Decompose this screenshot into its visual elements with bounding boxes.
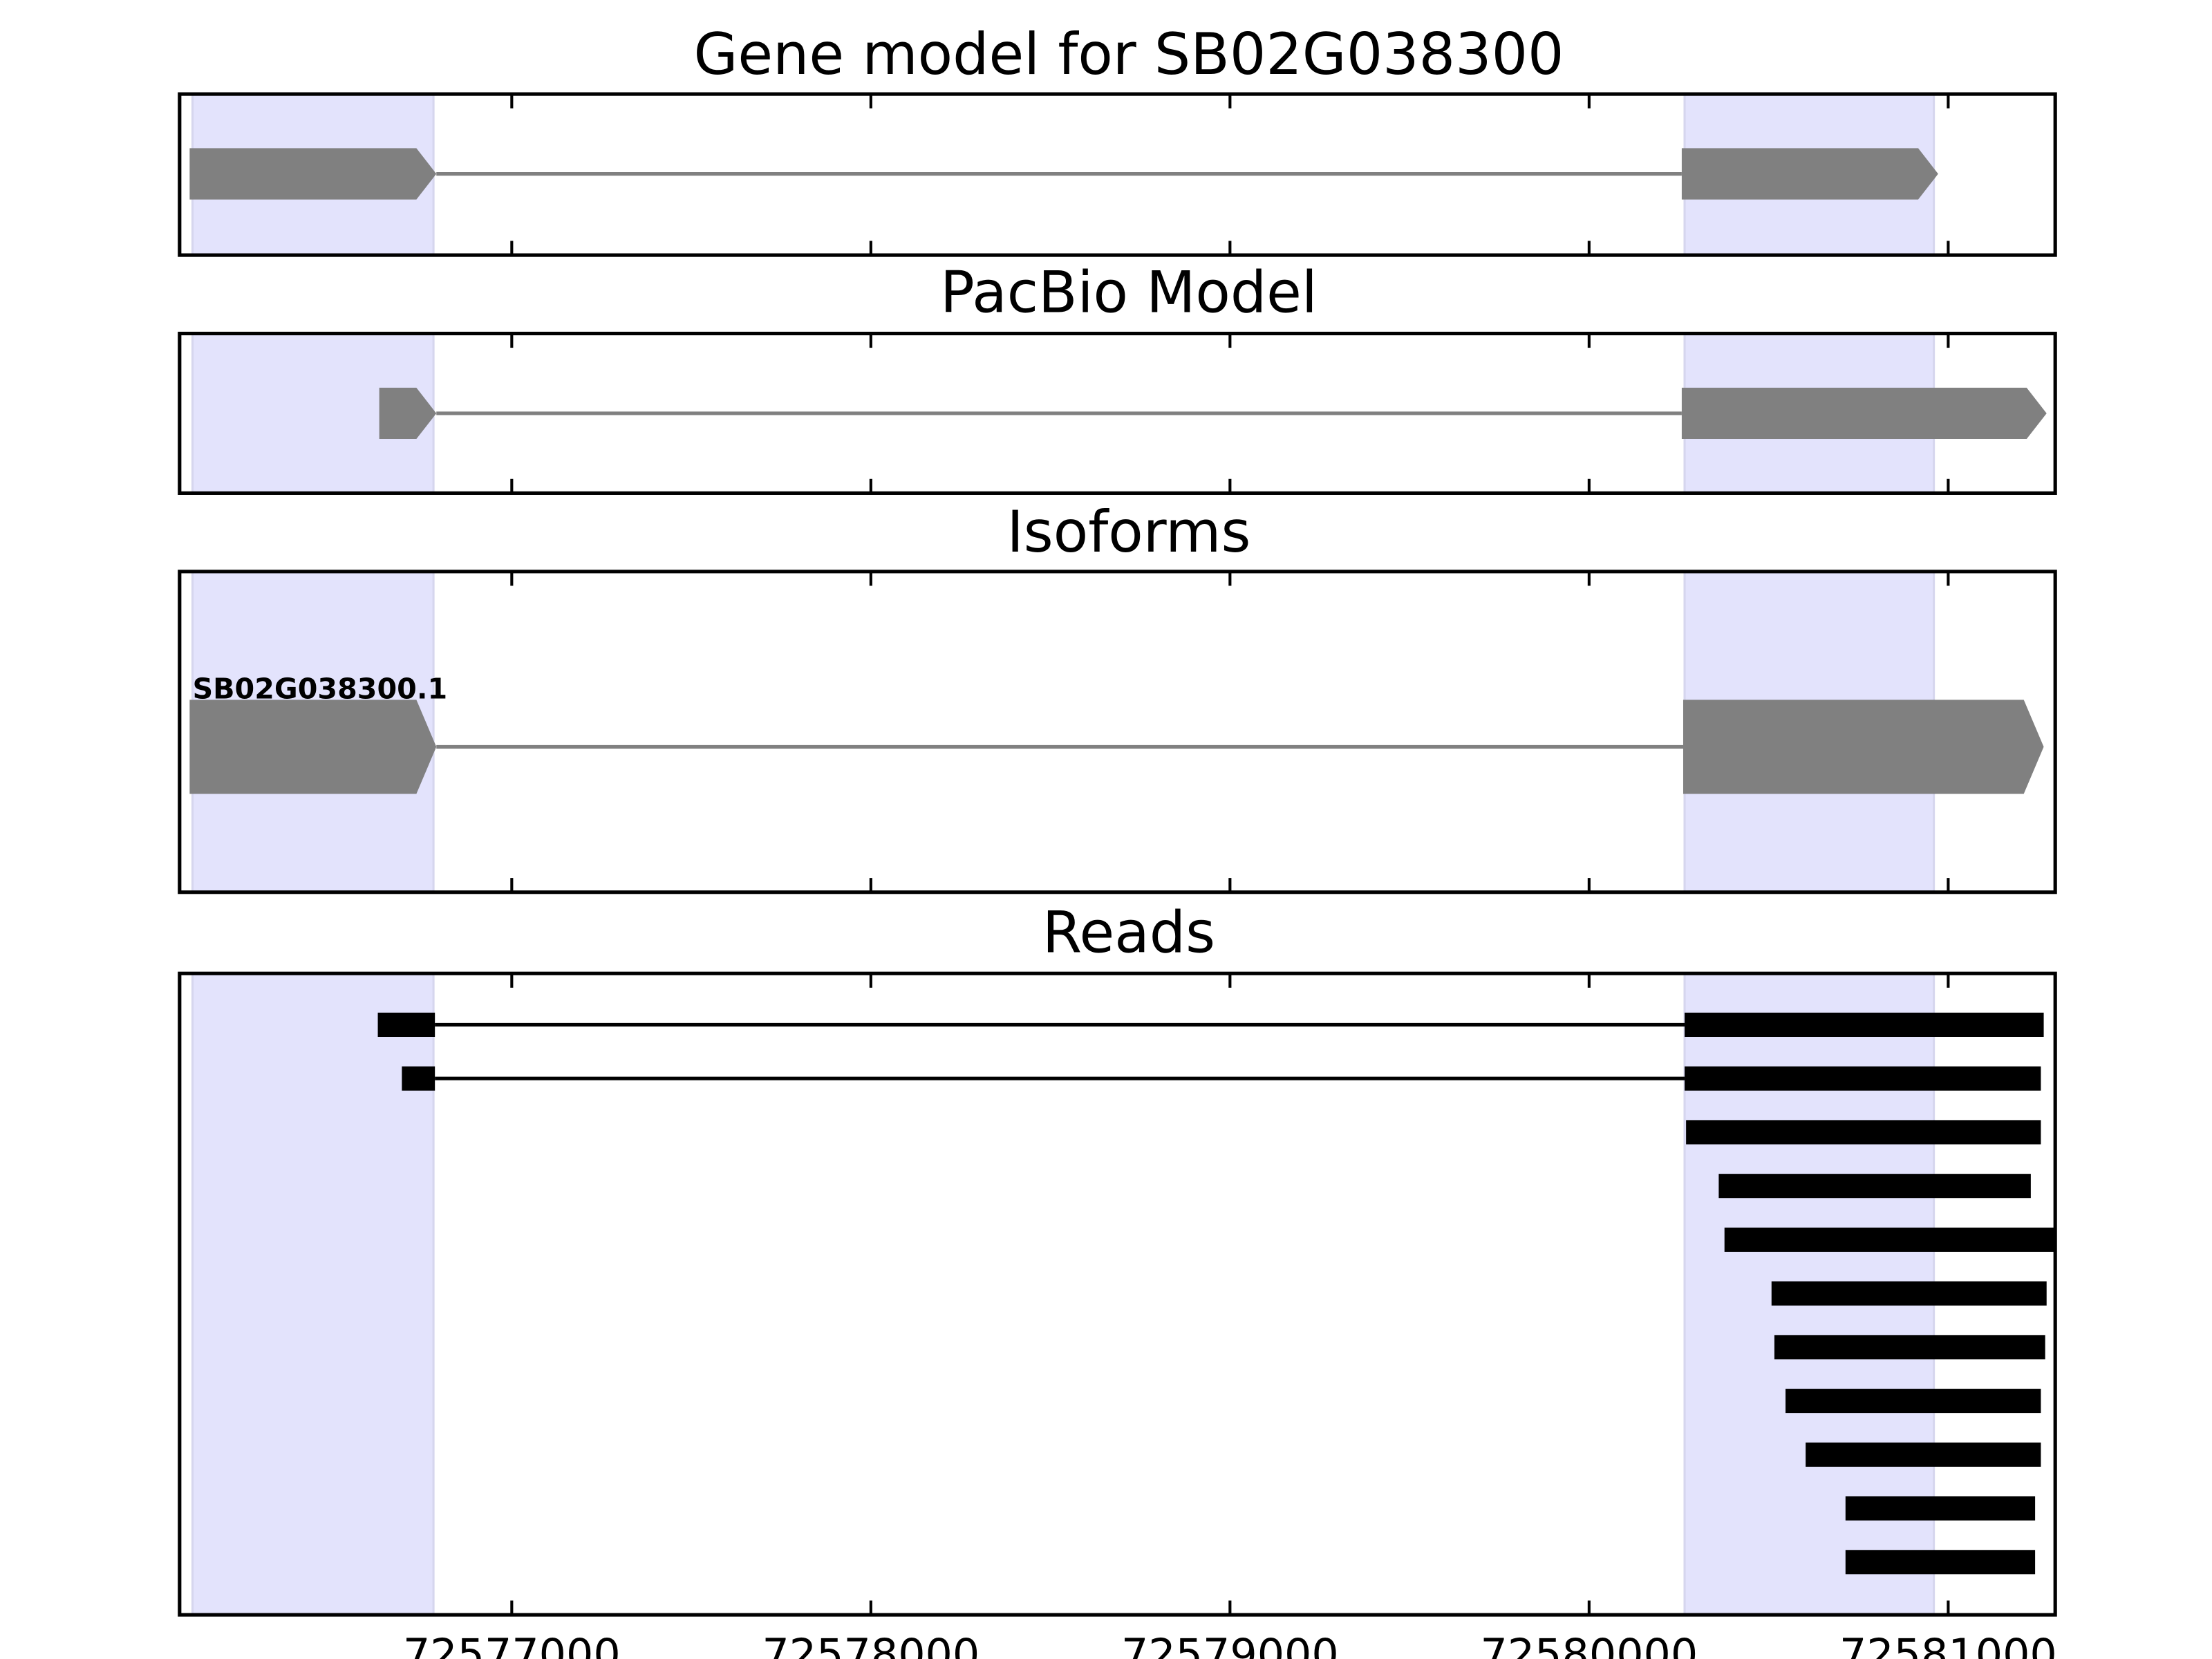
read-10	[1845, 1496, 2036, 1521]
x-tick-label: 72579000	[1121, 1629, 1339, 1659]
read-block	[1686, 1120, 2041, 1145]
read-3	[1686, 1120, 2041, 1145]
read-block	[1771, 1281, 2047, 1306]
exon-arrow	[1681, 148, 1938, 200]
axes-frame	[178, 570, 2057, 894]
axes-frame	[178, 331, 2057, 495]
read-block	[1685, 1066, 2041, 1091]
read-block	[1774, 1335, 2045, 1360]
exon-arrow	[1681, 387, 2047, 440]
exon-arrow	[189, 148, 437, 200]
panel-model-1: PacBio Model	[178, 260, 2057, 495]
x-tick-label: 72577000	[403, 1629, 621, 1659]
x-tick-label: 72580000	[1480, 1629, 1698, 1659]
read-block	[1724, 1227, 2056, 1252]
panel-title: Isoforms	[1006, 499, 1250, 565]
read-8	[1785, 1389, 2041, 1414]
exon-arrow	[189, 700, 437, 794]
panel-title: PacBio Model	[940, 260, 1318, 326]
isoform-label: SB02G038300.1	[192, 672, 447, 705]
panel-model-0: Gene model for SB02G038300	[178, 21, 2057, 257]
read-4	[1718, 1174, 2031, 1199]
highlight-region	[191, 972, 435, 1616]
read-9	[1806, 1442, 2041, 1467]
read-block	[1806, 1442, 2041, 1467]
read-6	[1771, 1281, 2047, 1306]
panel-isoform-2: Isoforms SB02G038300.1	[178, 499, 2057, 894]
x-tick-label: 72578000	[762, 1629, 980, 1659]
read-block	[1845, 1496, 2036, 1521]
read-1	[377, 1012, 2044, 1037]
read-block	[1785, 1389, 2041, 1414]
panel-title: Reads	[1042, 899, 1215, 966]
x-tick-label: 72581000	[1839, 1629, 2057, 1659]
panel-title: Gene model for SB02G038300	[693, 21, 1564, 88]
exon-arrow	[1683, 700, 2044, 794]
panel-reads-3: Reads	[178, 899, 2057, 1617]
read-block	[1685, 1012, 2044, 1037]
read-block	[377, 1012, 435, 1037]
read-2	[402, 1066, 2041, 1091]
axes-frame	[178, 92, 2057, 257]
read-block	[1718, 1174, 2031, 1199]
read-7	[1774, 1335, 2045, 1360]
exon-arrow	[379, 387, 437, 440]
read-block	[1845, 1550, 2036, 1575]
read-5	[1724, 1227, 2056, 1252]
read-11	[1845, 1550, 2036, 1575]
axes-frame	[178, 971, 2057, 1617]
read-block	[402, 1066, 435, 1091]
